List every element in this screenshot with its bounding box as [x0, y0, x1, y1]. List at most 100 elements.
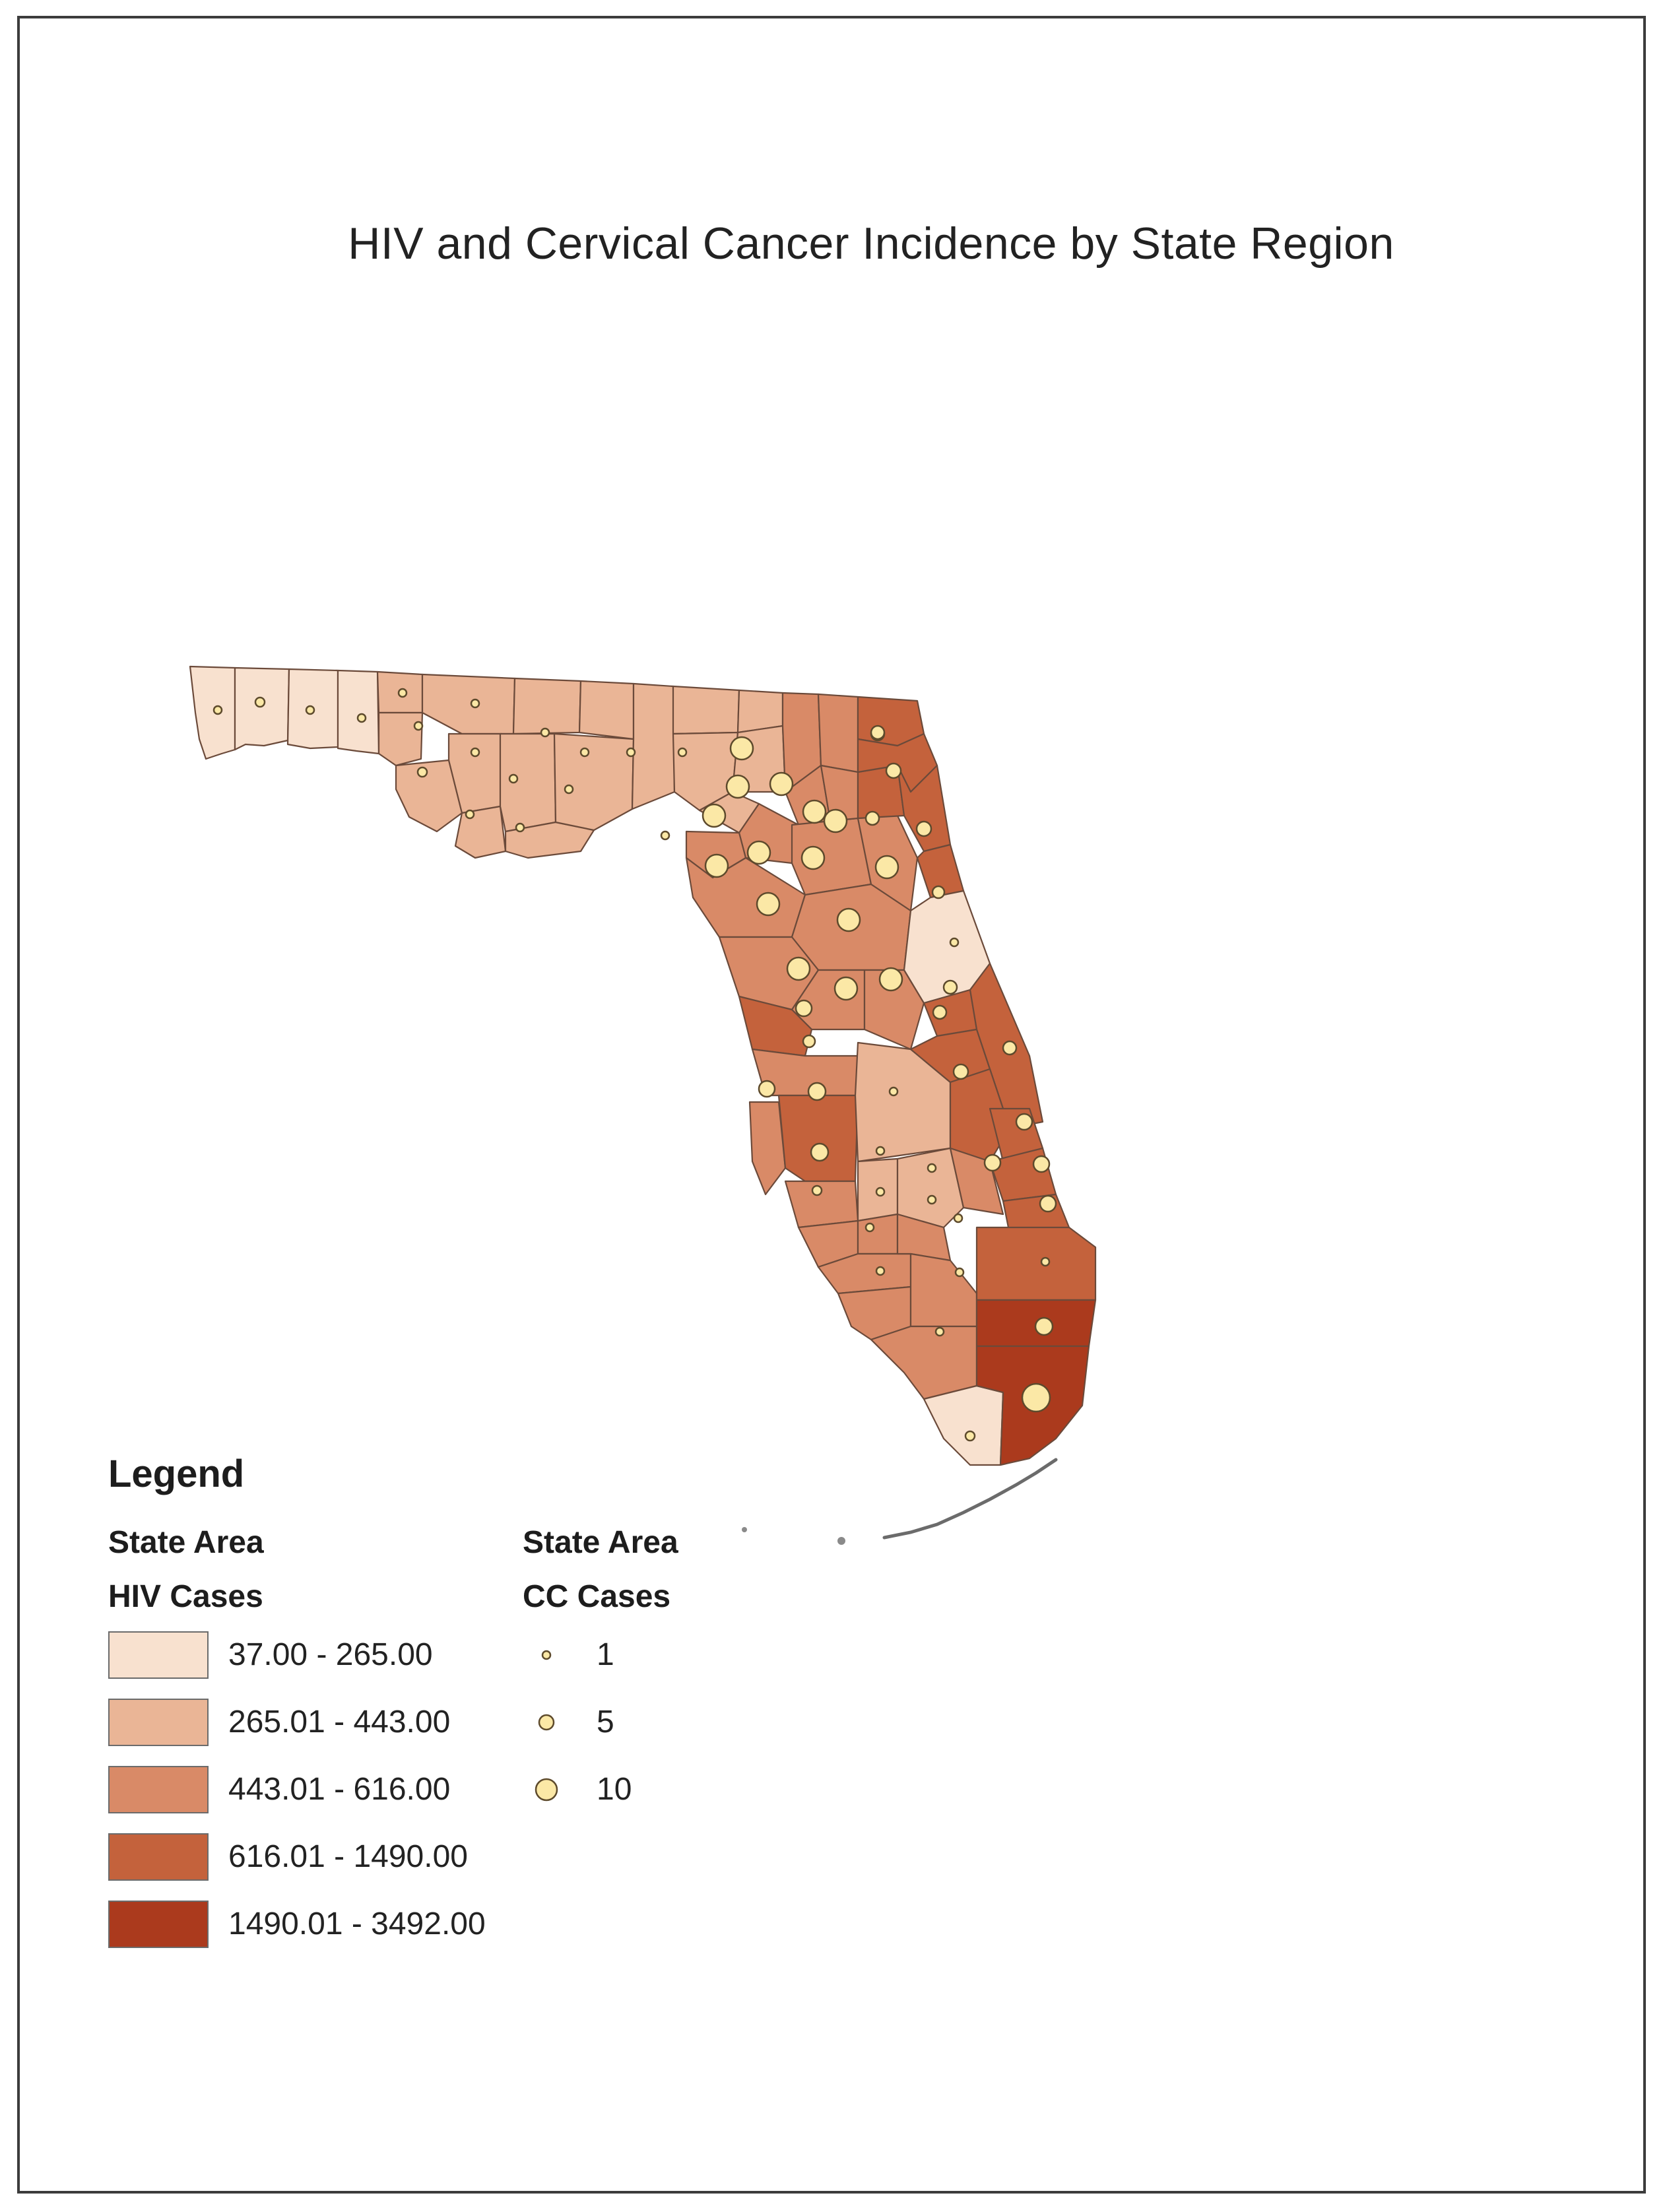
cc-dot-flagler	[931, 885, 946, 899]
hiv-legend-item: 1490.01 - 3492.00	[108, 1901, 610, 1953]
cc-symbol	[538, 1714, 555, 1731]
cc-symbol	[541, 1650, 552, 1660]
cc-dot-okaloosa	[305, 705, 315, 715]
hiv-class-label: 443.01 - 616.00	[228, 1772, 451, 1807]
cc-dot-charlotte	[865, 1222, 875, 1233]
hiv-class-label: 37.00 - 265.00	[228, 1637, 433, 1672]
cc-dot-manatee	[810, 1142, 830, 1162]
county-madison	[672, 685, 740, 735]
county-monroe-mainland	[923, 1384, 1004, 1466]
cc-dot-lake	[878, 967, 903, 992]
cc-dot-layer	[212, 688, 1057, 1442]
county-jackson	[421, 673, 516, 735]
hiv-legend-heading-line2: HIV Cases	[108, 1579, 263, 1614]
cc-dot-duval	[885, 762, 902, 779]
cc-dot-alachua	[800, 845, 826, 870]
county-walton	[337, 669, 380, 755]
county-washington	[377, 711, 424, 767]
cc-dot-columbia	[769, 771, 794, 797]
cc-dot-osceola	[952, 1063, 969, 1080]
cc-dot-hendry	[953, 1213, 963, 1223]
hiv-swatch	[108, 1699, 209, 1746]
cc-dot-collier	[954, 1267, 965, 1278]
county-group-panhandle-west	[189, 665, 380, 760]
cc-dot-st-johns	[865, 810, 880, 826]
cc-dot-marion	[836, 907, 861, 932]
cc-dot-lafayette	[702, 803, 727, 828]
cc-dot-levy	[756, 892, 781, 917]
county-gadsden	[512, 677, 582, 735]
cc-dot-highlands	[927, 1163, 937, 1173]
cc-dot-seminole	[942, 979, 958, 995]
cc-dot-palm-beach	[1040, 1256, 1051, 1267]
county-hendry	[909, 1252, 978, 1328]
cc-dot-madison	[677, 747, 688, 758]
hiv-class-label: 616.01 - 1490.00	[228, 1839, 468, 1874]
cc-legend-heading-line1: State Area	[523, 1525, 678, 1560]
cc-dot-duval-north	[870, 725, 886, 740]
cc-class-label: 5	[597, 1705, 614, 1740]
cc-class-label: 1	[597, 1637, 614, 1672]
cc-dot-suwannee	[725, 774, 750, 799]
cc-dot-hernando	[795, 999, 813, 1018]
cc-dot-wakulla	[564, 784, 574, 795]
cc-legend-heading-line2: CC Cases	[523, 1579, 671, 1614]
county-group-northeast	[857, 696, 1044, 1163]
cc-dot-leon	[579, 747, 590, 758]
county-desoto	[857, 1213, 899, 1255]
cc-dot-gilchrist	[746, 840, 771, 865]
cc-dot-taylor	[660, 830, 670, 841]
cc-dot-dixie	[704, 853, 729, 878]
cc-dot-bay	[416, 766, 428, 778]
cc-dot-okeechobee	[983, 1154, 1002, 1172]
cc-dot-brevard	[1002, 1040, 1018, 1056]
county-baker	[817, 693, 859, 773]
county-st-lucie	[989, 1147, 1057, 1202]
cc-dot-franklin	[515, 822, 525, 833]
hiv-swatch	[108, 1833, 209, 1881]
cc-dot-gulf	[465, 809, 475, 820]
cc-dot-hardee	[875, 1146, 886, 1156]
cc-dot-calhoun	[470, 747, 480, 758]
cc-dot-citrus	[786, 956, 811, 981]
hiv-legend-heading-line1: State Area	[108, 1525, 264, 1560]
cc-dot-santa-rosa	[254, 696, 266, 708]
cc-dot-glades	[927, 1194, 937, 1205]
cc-dot-lee	[875, 1266, 886, 1276]
county-liberty	[499, 732, 557, 833]
cc-dot-baker	[802, 799, 827, 824]
cc-dot-clay	[915, 820, 932, 837]
cc-dot-jackson	[470, 698, 480, 709]
legend: Legend State Area HIV Cases State Area C…	[106, 1452, 766, 1980]
cc-dot-escambia	[212, 705, 223, 715]
map-title: HIV and Cervical Cancer Incidence by Sta…	[348, 218, 1394, 269]
cc-dot-desoto	[875, 1187, 886, 1197]
cc-dot-hamilton	[729, 736, 754, 761]
keys-islet	[837, 1537, 845, 1545]
hiv-swatch	[108, 1766, 209, 1813]
hiv-class-label: 1490.01 - 3492.00	[228, 1906, 486, 1941]
cc-legend-item: 5	[528, 1699, 726, 1751]
county-collier	[870, 1325, 978, 1400]
county-hillsborough	[777, 1094, 859, 1183]
cc-dot-jefferson	[626, 747, 636, 758]
cc-dot-hillsborough	[807, 1082, 827, 1101]
hiv-legend-item: 265.01 - 443.00	[108, 1699, 610, 1751]
cc-dot-volusia	[949, 937, 960, 948]
cc-class-label: 10	[597, 1772, 632, 1807]
keys-islet	[742, 1527, 747, 1532]
cc-dot-miami-dade	[1021, 1382, 1051, 1413]
cc-dot-collier-south	[934, 1326, 945, 1337]
cc-symbol	[535, 1778, 558, 1802]
cc-dot-polk	[888, 1086, 899, 1097]
county-group-southwest	[784, 1147, 1004, 1466]
county-gulf	[454, 805, 507, 859]
hiv-class-label: 265.01 - 443.00	[228, 1705, 451, 1740]
cc-dot-gadsden	[540, 727, 550, 738]
cc-dot-indian-river	[1015, 1113, 1033, 1131]
cc-dot-broward	[1034, 1317, 1054, 1336]
cc-legend-item: 1	[528, 1631, 726, 1684]
county-palm-beach	[975, 1226, 1097, 1301]
cc-dot-pinellas	[758, 1080, 776, 1098]
